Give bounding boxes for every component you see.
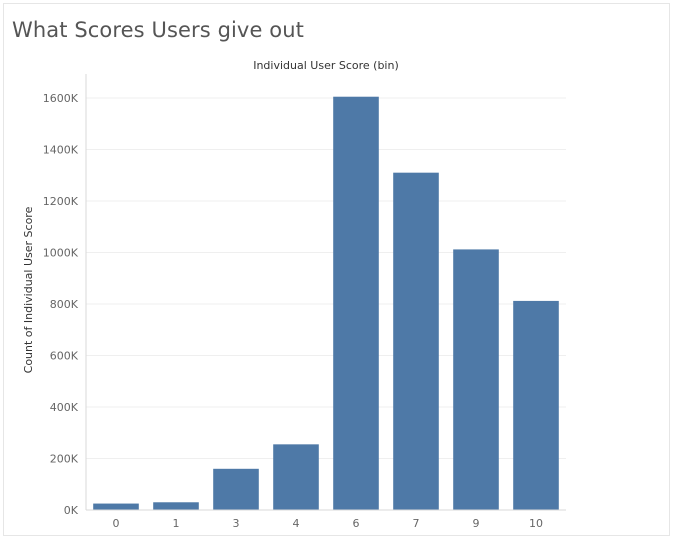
x-tick-label: 9 <box>473 517 480 530</box>
x-tick-label: 1 <box>173 517 180 530</box>
y-tick-label: 200K <box>50 453 79 466</box>
dashboard-frame <box>3 3 670 536</box>
bar-10 <box>513 300 559 510</box>
bar-9 <box>453 249 499 510</box>
x-tick-label: 3 <box>233 517 240 530</box>
bar-3 <box>213 468 259 510</box>
y-axis-title: Count of Individual User Score <box>22 206 35 373</box>
axes: 0K 200K 400K 600K 800K 1000K 1200K 1400K 1600K 0 1… <box>43 74 566 530</box>
x-tick-label: 7 <box>413 517 420 530</box>
x-tick-label: 4 <box>293 517 300 530</box>
y-tick-label: 1200K <box>43 195 79 208</box>
y-tick-label: 800K <box>50 298 79 311</box>
bar-7 <box>393 172 439 511</box>
bar-1 <box>153 502 199 510</box>
bar-4 <box>273 444 319 510</box>
y-tick-label: 1400K <box>43 144 79 157</box>
y-tick-label: 400K <box>50 401 79 414</box>
bar-6 <box>333 96 379 511</box>
y-tick-label: 600K <box>50 350 79 363</box>
x-tick-label: 6 <box>353 517 360 530</box>
x-axis-title: Individual User Score (bin) <box>253 59 399 72</box>
x-tick-label: 10 <box>529 517 543 530</box>
bars <box>93 96 559 511</box>
bar-0 <box>93 503 139 510</box>
page-title: What Scores Users give out <box>12 18 304 42</box>
x-tick-label: 0 <box>113 517 120 530</box>
y-tick-label: 1600K <box>43 92 79 105</box>
y-tick-label: 1000K <box>43 247 79 260</box>
y-tick-label: 0K <box>64 504 79 517</box>
